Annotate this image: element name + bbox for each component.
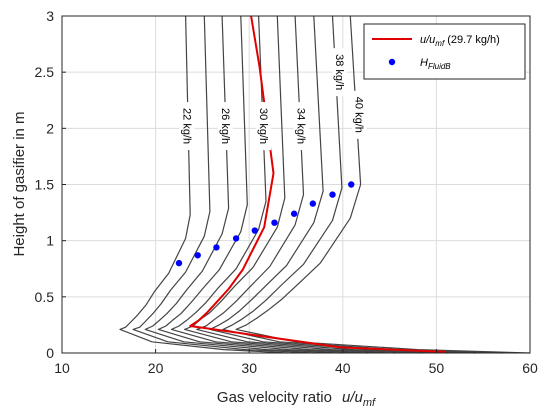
legend-marker-label: HFluidB	[420, 57, 451, 71]
marker-series-group	[175, 181, 355, 267]
legend-marker-label-base: H	[420, 57, 428, 69]
inline-label-background	[293, 102, 309, 151]
inline-labels: 22 kg/h 26 kg/h 30 kg/h 34 kg/h 38 kg/h 40 kg…	[179, 48, 367, 151]
legend-marker-label-sub: FluidB	[428, 62, 451, 71]
legend-red-label-sub: mf	[435, 39, 445, 48]
legend: u/umf (29.7 kg/h) HFluidB	[363, 23, 526, 80]
y-tick-label: 3	[46, 8, 54, 24]
inline-label-background	[331, 48, 347, 97]
x-axis-title-text: Gas velocity ratio	[217, 389, 332, 406]
inline-label: 38 kg/h	[333, 54, 345, 90]
grey-series-line	[209, 15, 476, 354]
x-tick-label: 40	[335, 360, 351, 376]
marker-point	[348, 181, 355, 188]
x-tick-label: 60	[522, 360, 538, 376]
axis-ticks: 10 20 30 40 50 60 0 0.5 1 1.5 2 2.5 3	[35, 8, 538, 376]
legend-red-line-label: u/umf (29.7 kg/h)	[420, 34, 500, 48]
y-tick-label: 2.5	[35, 64, 55, 80]
grey-series-line	[170, 15, 396, 354]
x-tick-label: 50	[429, 360, 445, 376]
grey-series-line	[157, 15, 369, 354]
marker-point	[271, 219, 278, 226]
legend-box	[363, 23, 526, 80]
marker-point	[175, 259, 183, 267]
red-series-group	[189, 15, 446, 353]
grey-series-line	[196, 15, 449, 354]
legend-marker-swatch	[388, 58, 396, 66]
grey-series-line	[144, 15, 341, 354]
y-axis-title: Height of gasifier in m	[11, 111, 28, 256]
inline-label-background	[351, 90, 367, 139]
inline-label-background	[179, 102, 195, 151]
legend-red-label-tail: (29.7 kg/h)	[444, 34, 500, 46]
inline-label-background	[256, 102, 272, 151]
x-tick-label: 20	[148, 360, 164, 376]
y-tick-label: 0	[46, 345, 54, 361]
x-axis-title-subscript: mf	[363, 397, 376, 409]
grey-series-line	[119, 15, 288, 354]
marker-point	[290, 210, 298, 217]
grey-series-line	[184, 15, 423, 354]
inline-label: 40 kg/h	[353, 97, 365, 133]
inline-label: 34 kg/h	[295, 108, 307, 144]
inline-label: 22 kg/h	[180, 108, 192, 144]
grey-series-line	[132, 15, 315, 354]
y-tick-label: 2	[46, 120, 54, 136]
legend-red-label-base: u/u	[420, 34, 435, 46]
x-tick-label: 10	[54, 360, 70, 376]
y-tick-label: 0.5	[35, 289, 55, 305]
inline-label: 30 kg/h	[257, 108, 269, 144]
marker-point	[232, 235, 240, 242]
marker-point	[213, 244, 220, 251]
y-tick-label: 1.5	[35, 177, 55, 193]
marker-point	[194, 252, 201, 259]
x-axis-title: Gas velocity ratio u/umf	[217, 389, 376, 409]
y-tick-label: 1	[46, 233, 54, 249]
grey-series-line	[222, 15, 503, 354]
x-axis-title-symbol: u/u	[342, 389, 364, 406]
marker-point	[329, 191, 336, 198]
red-series-line	[189, 15, 446, 353]
inline-label: 26 kg/h	[219, 108, 231, 144]
inline-label-background	[217, 102, 233, 151]
marker-point	[251, 227, 259, 234]
x-tick-label: 30	[241, 360, 257, 376]
marker-point	[309, 200, 317, 207]
